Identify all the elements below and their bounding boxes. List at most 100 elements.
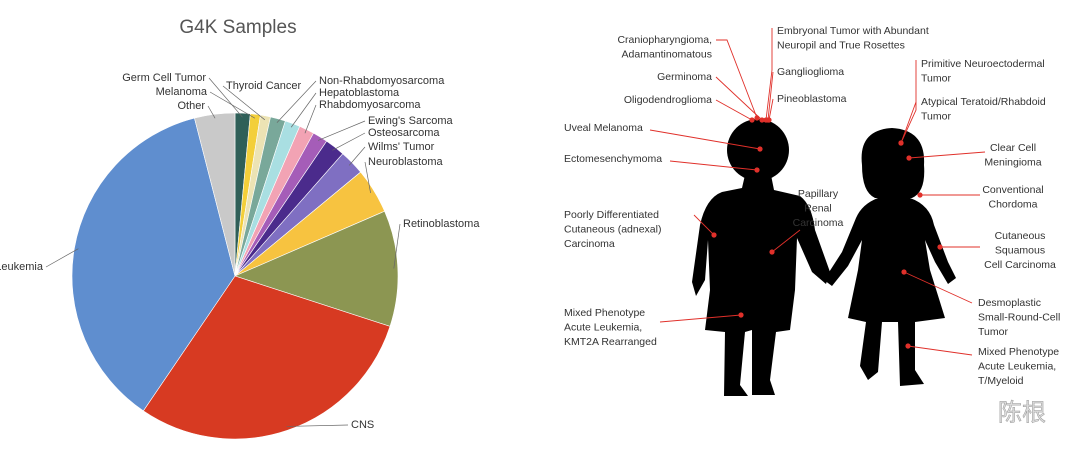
diagram-label: Neuropil and True Rosettes xyxy=(777,39,905,51)
diagram-label: Small-Round-Cell xyxy=(978,311,1060,323)
leader-line xyxy=(693,214,715,236)
slice-label: Osteosarcoma xyxy=(368,127,440,139)
diagram-label: Mixed Phenotype xyxy=(564,307,645,319)
diagram-label: Conventional xyxy=(982,184,1043,196)
diagram-label: Ectomesenchymoma xyxy=(564,153,662,165)
diagram-label: Craniopharyngioma, xyxy=(617,34,712,46)
diagram-label: Acute Leukemia, xyxy=(564,321,642,333)
leader-line xyxy=(332,132,366,151)
pie-slice xyxy=(71,117,236,412)
diagram-label: Embryonal Tumor with Abundant xyxy=(777,25,929,37)
leader-line xyxy=(276,80,317,123)
leader-line xyxy=(207,105,216,119)
slice-label: Non-Rhabdomyosarcoma xyxy=(319,75,445,87)
leader-line xyxy=(907,345,973,356)
silhouettes xyxy=(692,119,956,396)
leader-line xyxy=(209,91,256,119)
leader-line xyxy=(908,151,986,159)
marker-dot xyxy=(759,117,765,123)
leader-line xyxy=(771,229,801,253)
slice-label: Melanoma xyxy=(156,86,208,98)
diagram-label: Carcinoma xyxy=(564,238,615,250)
diagram-label: Squamous xyxy=(995,244,1045,256)
leader-line xyxy=(364,161,371,193)
girl-head xyxy=(861,128,925,198)
diagram-label: Uveal Melanoma xyxy=(564,122,643,134)
leader-line xyxy=(659,314,742,323)
slice-label: CNS xyxy=(351,419,374,431)
diagram-label: Papillary xyxy=(798,188,839,200)
diagram-label: Ganglioglioma xyxy=(777,66,844,78)
leader-line xyxy=(669,160,758,171)
leader-line xyxy=(767,71,774,121)
leader-line xyxy=(286,424,349,427)
pie: Germ Cell Tumor Melanoma Thyroid Cancer Non… xyxy=(0,72,480,440)
pie-slice xyxy=(194,112,236,277)
leader-line xyxy=(715,99,753,121)
boy-body xyxy=(692,175,830,396)
marker-dot xyxy=(898,140,904,146)
leader-line xyxy=(900,101,917,144)
diagram-label: Adamantinomatous xyxy=(622,48,712,60)
leader-line xyxy=(715,76,763,121)
diagram-label: Atypical Teratoid/Rhabdoid xyxy=(921,96,1046,108)
diagram-label: Cutaneous (adnexal) xyxy=(564,223,661,235)
slice-label: Thyroid Cancer xyxy=(226,80,302,92)
diagram-label: Desmoplastic xyxy=(978,297,1041,309)
slice-label: Rhabdomyosarcoma xyxy=(319,99,421,111)
marker-dot xyxy=(754,115,760,121)
pie-slice xyxy=(142,275,391,440)
leader-line xyxy=(900,60,917,144)
leader-line xyxy=(716,39,758,119)
slice-label: Leukemia xyxy=(0,261,44,273)
leader-line xyxy=(765,28,773,121)
leader-line xyxy=(903,271,973,304)
marker-dot xyxy=(906,155,912,161)
marker-dot xyxy=(917,192,923,198)
marker-dot xyxy=(711,232,717,238)
diagram-label: Clear Cell xyxy=(990,142,1036,154)
diagram-label: Carcinoma xyxy=(793,217,844,229)
marker-dot xyxy=(754,167,760,173)
slice-label: Neuroblastoma xyxy=(368,156,443,168)
marker-dot xyxy=(757,146,763,152)
leader-line xyxy=(348,146,366,166)
diagram-label: T/Myeloid xyxy=(978,375,1024,387)
leader-line xyxy=(290,92,317,128)
slice-label: Germ Cell Tumor xyxy=(122,72,206,84)
leader-line xyxy=(304,104,317,134)
diagram-label: Poorly Differentiated xyxy=(564,209,659,221)
marker-dot xyxy=(901,269,907,275)
diagram-label: Cell Carcinoma xyxy=(984,259,1056,271)
slice-label: Retinoblastoma xyxy=(403,218,480,230)
diagram-label: Chordoma xyxy=(988,198,1037,210)
diagram-label: Meningioma xyxy=(984,156,1041,168)
diagram-label: Acute Leukemia, xyxy=(978,360,1056,372)
watermark: 陈根 xyxy=(998,399,1046,426)
leader-line xyxy=(768,98,774,121)
diagram-label: Primitive Neuroectodermal xyxy=(921,58,1045,70)
slice-label: Other xyxy=(177,100,205,112)
diagram-labels: Craniopharyngioma, Adamantinomatous Germin… xyxy=(564,25,1060,387)
marker-dot xyxy=(749,117,755,123)
marker-dot xyxy=(905,343,911,349)
diagram-label: Oligodendroglioma xyxy=(624,94,712,106)
diagram-label: Pineoblastoma xyxy=(777,93,847,105)
marker-dot xyxy=(766,117,772,123)
diagram-label: Tumor xyxy=(978,326,1008,338)
diagram-label: Renal xyxy=(804,202,831,214)
chart-title: G4K Samples xyxy=(179,17,296,38)
marker-dot xyxy=(937,244,943,250)
slice-label: Wilms' Tumor xyxy=(368,141,435,153)
diagram-label: KMT2A Rearranged xyxy=(564,336,657,348)
slice-label: Ewing's Sarcoma xyxy=(368,115,454,127)
pie-slice xyxy=(234,210,399,327)
girl-body xyxy=(824,198,956,386)
leader-line xyxy=(393,223,401,269)
slice-label: Hepatoblastoma xyxy=(319,87,400,99)
diagram-label: Tumor xyxy=(921,110,951,122)
leader-line xyxy=(222,85,266,121)
diagram-label: Germinoma xyxy=(657,71,712,83)
leader-line xyxy=(45,248,79,268)
